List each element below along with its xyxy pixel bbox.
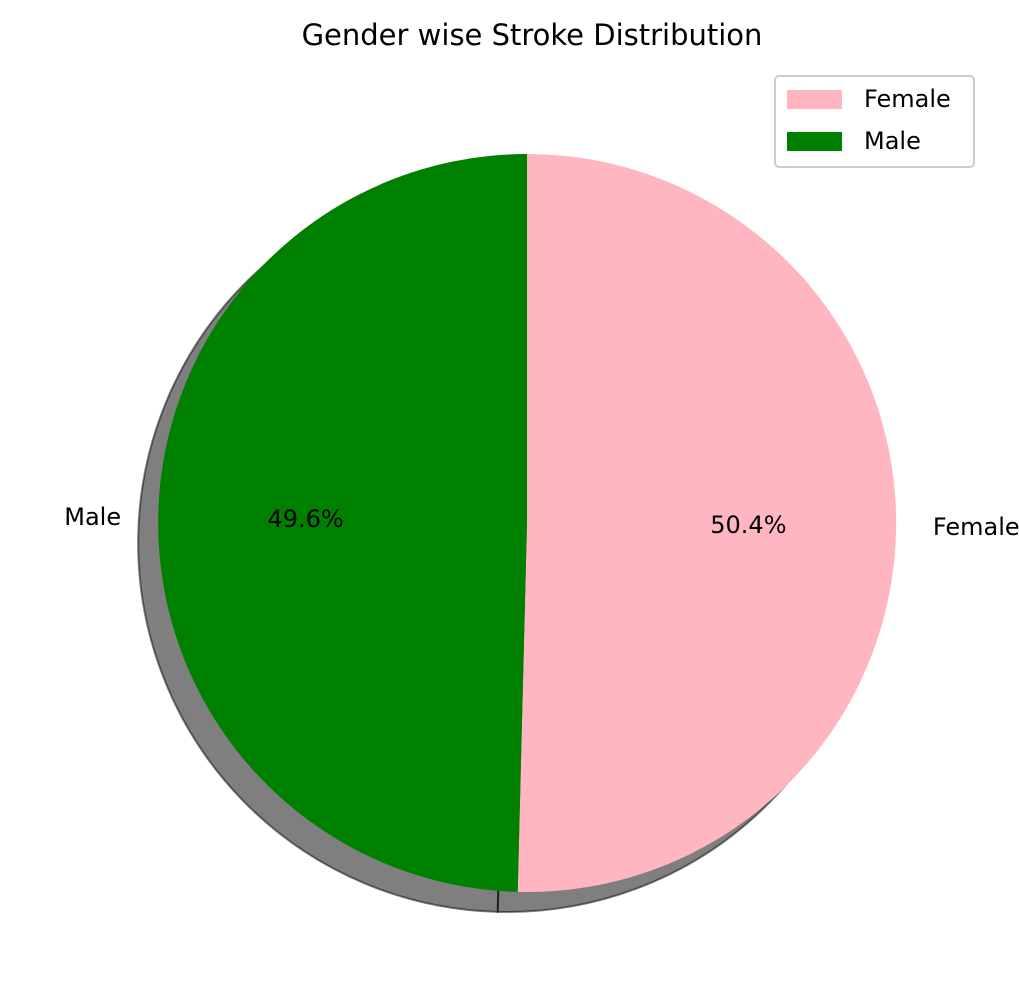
chart-title: Gender wise Stroke Distribution (302, 18, 763, 52)
legend-swatch-female (787, 90, 842, 109)
legend-label-female: Female (864, 85, 951, 113)
slice-label-female: Female (933, 513, 1019, 541)
slice-percent-female: 50.4% (710, 511, 786, 539)
legend-swatch-male (787, 132, 842, 151)
legend-label-male: Male (864, 127, 921, 155)
slice-label-male: Male (64, 503, 121, 531)
legend: Female Male (774, 75, 975, 168)
pie-labels: Female 50.4% Male 49.6% (64, 503, 1019, 541)
pie-slices (158, 153, 897, 892)
pie-slice-female (517, 153, 897, 892)
pie-slice-male (158, 154, 527, 892)
slice-percent-male: 49.6% (267, 505, 343, 533)
